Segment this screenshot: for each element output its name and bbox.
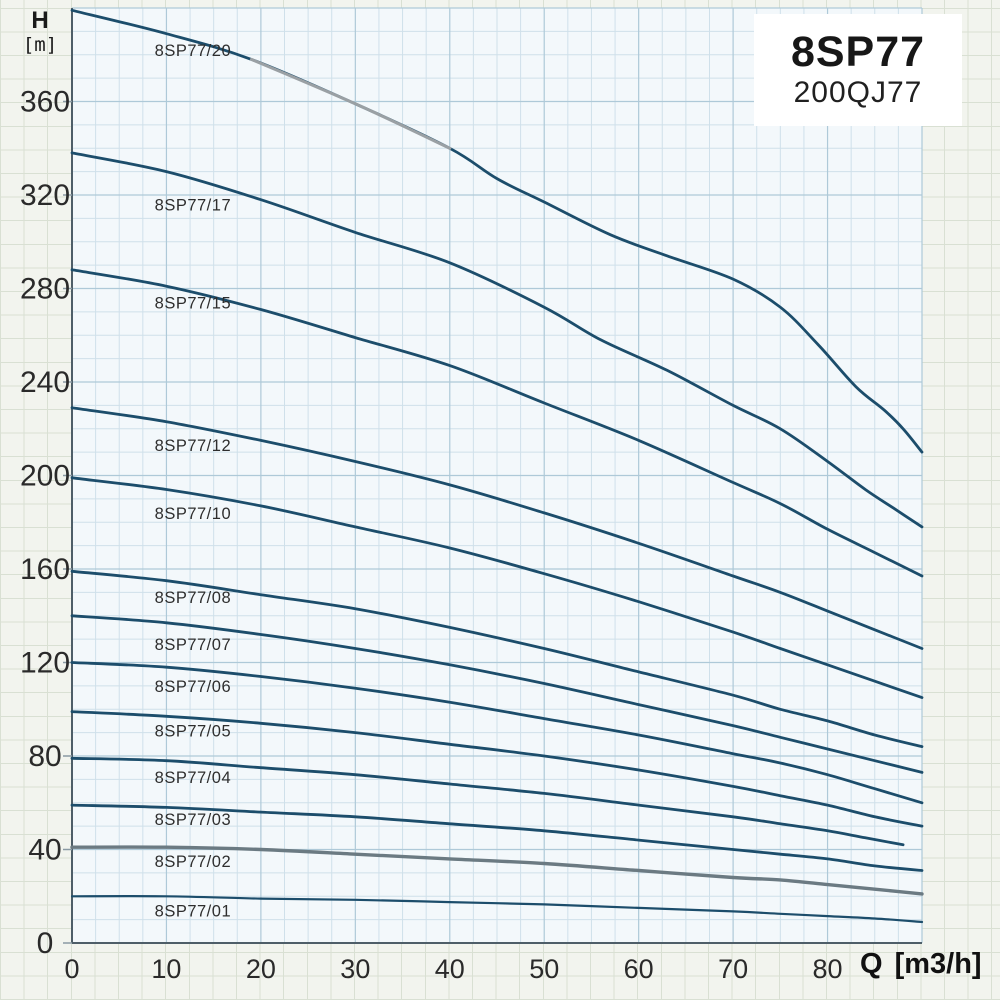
- x-axis-title: Q [m3/h]: [860, 948, 1000, 981]
- curve-8sp77-04: [70, 756, 905, 847]
- curve-8sp77-10: [70, 476, 924, 699]
- y-tick-labels: 360 320 280 240 200 160 120 80 40 0: [20, 86, 72, 960]
- curve-8sp77-07: [70, 614, 924, 774]
- curve-path-8sp77-15: [70, 268, 924, 578]
- curve-label-8sp77-20: 8SP77/20: [155, 42, 231, 60]
- curve-8sp77-12: [70, 406, 924, 650]
- curve-path-8sp77-12: [70, 406, 924, 650]
- curve-path-8sp77-08: [70, 569, 924, 748]
- curve-label-8sp77-01: 8SP77/01: [155, 902, 231, 920]
- y-tick-label-120: 120: [20, 647, 70, 680]
- title-box: 8SP77 200QJ77: [754, 14, 962, 126]
- curve-8sp77-01: [70, 895, 924, 924]
- curve-label-8sp77-02: 8SP77/02: [155, 853, 231, 871]
- x-tick-label-40: 40: [435, 954, 465, 984]
- curve-8sp77-03: [70, 803, 924, 872]
- curve-label-8sp77-07: 8SP77/07: [155, 636, 231, 654]
- curve-path-8sp77-02: [70, 845, 924, 896]
- y-tick-label-160: 160: [20, 553, 70, 586]
- curve-path-8sp77-04: [70, 756, 905, 847]
- curve-label-8sp77-03: 8SP77/03: [155, 811, 231, 829]
- curve-path-8sp77-01: [70, 895, 924, 924]
- x-tick-label-50: 50: [529, 954, 559, 984]
- curve-8sp77-06: [70, 661, 924, 805]
- y-axis-symbol: H: [31, 7, 49, 34]
- x-tick-label-0: 0: [64, 954, 79, 984]
- y-tick-label-200: 200: [20, 460, 70, 493]
- curve-path-8sp77-06: [70, 661, 924, 805]
- y-axis-title: H [m]: [14, 7, 66, 57]
- curve-8sp77-15: [70, 268, 924, 578]
- curve-label-8sp77-15: 8SP77/15: [155, 295, 231, 313]
- curve-label-8sp77-05: 8SP77/05: [155, 722, 231, 740]
- x-tick-label-60: 60: [624, 954, 654, 984]
- y-tick-label-80: 80: [28, 740, 61, 773]
- x-tick-label-70: 70: [718, 954, 748, 984]
- curve-labels: 8SP77/20 8SP77/17 8SP77/15 8SP77/12 8SP77/10…: [155, 42, 231, 920]
- curve-path-8sp77-17: [70, 151, 924, 529]
- curve-label-8sp77-06: 8SP77/06: [155, 678, 231, 696]
- curve-faded-segment: [249, 57, 452, 150]
- page-title: 8SP77: [790, 28, 926, 76]
- x-tick-label-20: 20: [246, 954, 276, 984]
- curve-label-8sp77-08: 8SP77/08: [155, 589, 231, 607]
- curve-path-8sp77-05: [70, 710, 924, 828]
- curve-8sp77-05: [70, 710, 924, 828]
- y-tick-label-320: 320: [20, 179, 70, 212]
- curve-label-8sp77-04: 8SP77/04: [155, 769, 231, 787]
- y-tick-label-360: 360: [20, 86, 70, 119]
- x-tick-label-80: 80: [813, 954, 843, 984]
- curve-8sp77-17: [70, 151, 924, 529]
- x-axis-unit: [m3/h]: [894, 948, 982, 980]
- curve-path-8sp77-03: [70, 803, 924, 872]
- y-tick-label-40: 40: [28, 834, 61, 867]
- page-subtitle: 200QJ77: [793, 76, 923, 109]
- y-tick-label-0: 0: [37, 927, 54, 960]
- curve-label-8sp77-17: 8SP77/17: [155, 196, 231, 214]
- x-axis-symbol: Q: [860, 948, 883, 980]
- x-tick-label-10: 10: [151, 954, 181, 984]
- curve-path-8sp77-10: [70, 476, 924, 699]
- curve-8sp77-08: [70, 569, 924, 748]
- curve-label-8sp77-12: 8SP77/12: [155, 437, 231, 455]
- curve-8sp77-02: [70, 845, 924, 896]
- x-tick-labels: 0 10 20 30 40 50 60 70 80: [64, 954, 842, 984]
- y-tick-label-240: 240: [20, 366, 70, 399]
- curve-path-8sp77-07: [70, 614, 924, 774]
- y-axis-unit: [m]: [22, 34, 58, 56]
- y-tick-label-280: 280: [20, 273, 70, 306]
- curve-label-8sp77-10: 8SP77/10: [155, 505, 231, 523]
- x-tick-label-30: 30: [340, 954, 370, 984]
